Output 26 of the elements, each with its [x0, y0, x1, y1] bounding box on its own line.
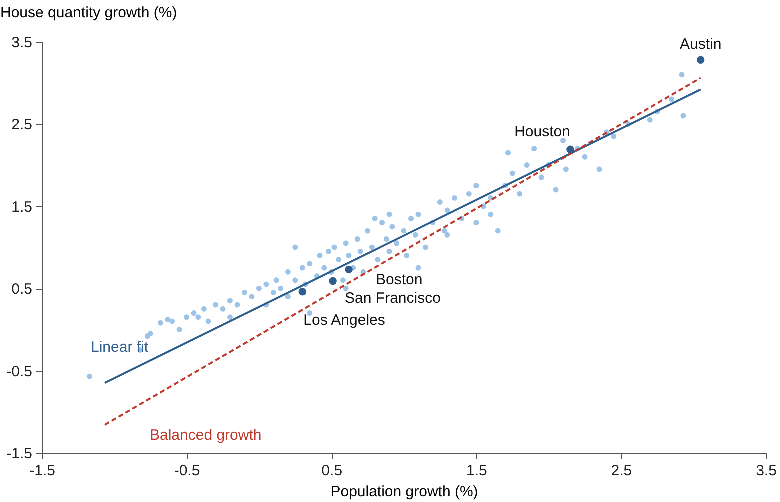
point [696, 56, 705, 64]
y-tick-label: -0.5 [6, 363, 32, 380]
x-tick-label: -0.5 [174, 462, 200, 480]
point [298, 288, 307, 296]
x-tick-label: 2.5 [611, 462, 632, 480]
y-tick-label: -1.5 [6, 446, 32, 462]
annotation: Boston [376, 272, 423, 289]
y-tick-label: 0.5 [12, 281, 32, 298]
y-tick-label: 3.5 [12, 34, 32, 52]
x-tick-label: 0.5 [322, 462, 343, 480]
x-axis-title: Population growth (%) [330, 484, 478, 500]
annotation: Houston [514, 124, 570, 141]
annotation: San Francisco [345, 290, 441, 308]
point [345, 266, 353, 274]
x-tick-label: 1.5 [466, 462, 488, 480]
y-tick-label: 1.5 [12, 198, 32, 216]
point [566, 146, 574, 154]
point [329, 277, 337, 286]
series-label: Linear fit [90, 339, 150, 356]
x-tick-label: -1.5 [30, 462, 56, 480]
x-tick-label: 3.5 [756, 462, 777, 480]
annotation: Los Angeles [304, 312, 386, 329]
annotation: Austin [680, 36, 722, 54]
y-axis-title: House quantity growth (%) [0, 4, 178, 22]
series-label: Balanced growth [150, 427, 262, 444]
y-tick-label: 2.5 [12, 116, 32, 134]
